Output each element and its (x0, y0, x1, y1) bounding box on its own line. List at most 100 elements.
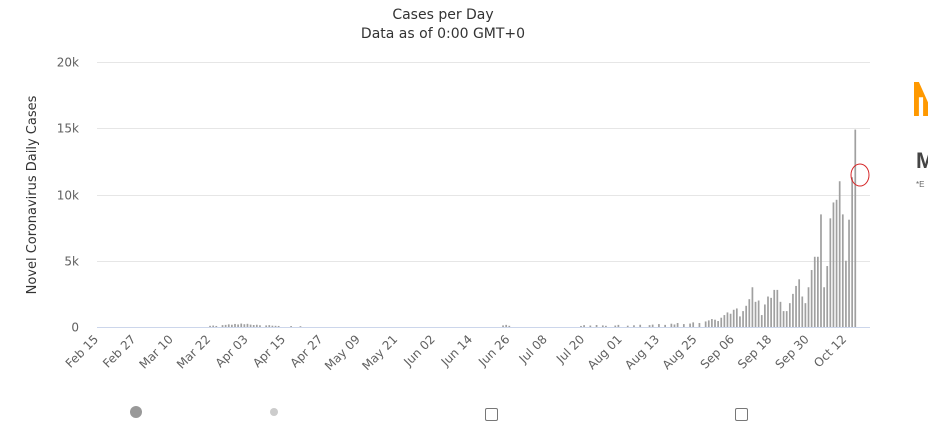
bar[interactable] (605, 325, 607, 327)
bar[interactable] (614, 325, 617, 327)
bar[interactable] (707, 320, 710, 328)
bar[interactable] (801, 296, 804, 327)
bar[interactable] (810, 270, 813, 327)
bar[interactable] (651, 324, 654, 327)
bar[interactable] (788, 303, 791, 327)
bar[interactable] (776, 289, 779, 327)
bar[interactable] (255, 324, 258, 327)
bar[interactable] (826, 266, 829, 327)
bar[interactable] (505, 324, 508, 327)
bar[interactable] (832, 202, 835, 327)
bar[interactable] (601, 325, 604, 327)
bar[interactable] (502, 325, 504, 327)
bar[interactable] (265, 325, 268, 327)
bar[interactable] (779, 301, 782, 327)
bar[interactable] (589, 325, 592, 327)
bar[interactable] (732, 309, 735, 327)
bar[interactable] (704, 321, 707, 327)
bar[interactable] (792, 293, 794, 328)
bar[interactable] (246, 323, 249, 327)
bar[interactable] (851, 177, 854, 327)
bar[interactable] (838, 181, 841, 327)
bar[interactable] (782, 311, 785, 327)
bar[interactable] (689, 323, 691, 327)
bar[interactable] (711, 319, 713, 327)
bar[interactable] (742, 311, 744, 327)
bar[interactable] (237, 324, 239, 327)
bar[interactable] (698, 323, 701, 327)
bar[interactable] (209, 325, 211, 327)
bar[interactable] (639, 324, 642, 327)
bar[interactable] (773, 289, 776, 327)
bar[interactable] (829, 218, 832, 327)
bar[interactable] (751, 287, 754, 327)
bar[interactable] (745, 305, 748, 327)
bar[interactable] (299, 326, 302, 327)
bar[interactable] (841, 214, 844, 328)
bar[interactable] (259, 325, 261, 327)
bar[interactable] (626, 325, 629, 327)
bar[interactable] (767, 296, 769, 327)
bar[interactable] (692, 322, 695, 327)
bar[interactable] (240, 323, 243, 327)
bar[interactable] (633, 325, 635, 327)
bar[interactable] (798, 279, 801, 327)
bar[interactable] (221, 325, 224, 327)
bar[interactable] (804, 303, 807, 327)
bar[interactable] (717, 321, 719, 327)
bar[interactable] (754, 301, 757, 327)
bar[interactable] (854, 129, 857, 327)
bar[interactable] (714, 319, 716, 327)
bar[interactable] (224, 324, 227, 327)
bar[interactable] (764, 304, 766, 327)
bar[interactable] (813, 256, 816, 327)
bar[interactable] (720, 317, 723, 327)
bar-series[interactable] (209, 129, 857, 328)
bar[interactable] (785, 311, 788, 327)
legend-dot-daily-cases[interactable] (130, 406, 142, 418)
bar[interactable] (271, 325, 274, 327)
bar[interactable] (795, 285, 797, 327)
bar[interactable] (729, 313, 732, 327)
bar[interactable] (848, 219, 850, 327)
bar[interactable] (676, 323, 679, 327)
bar[interactable] (268, 325, 271, 327)
bar[interactable] (757, 300, 760, 328)
bar[interactable] (748, 299, 751, 327)
bar[interactable] (215, 325, 218, 327)
legend-dot-moving-average[interactable] (270, 408, 278, 416)
bar[interactable] (583, 325, 585, 327)
bar[interactable] (231, 324, 233, 327)
bar[interactable] (845, 260, 847, 327)
bar[interactable] (735, 308, 738, 327)
bar[interactable] (227, 324, 230, 327)
bar[interactable] (658, 324, 660, 327)
bar[interactable] (770, 297, 772, 327)
bar[interactable] (648, 325, 651, 327)
bar[interactable] (274, 325, 277, 327)
bar[interactable] (726, 312, 729, 327)
bar[interactable] (682, 324, 685, 327)
bar[interactable] (760, 315, 763, 327)
bar[interactable] (820, 214, 822, 328)
bar[interactable] (252, 325, 255, 327)
bar[interactable] (670, 323, 673, 327)
bar[interactable] (807, 287, 810, 327)
bar[interactable] (817, 256, 819, 327)
bar[interactable] (835, 199, 838, 327)
bar[interactable] (277, 325, 280, 327)
bar[interactable] (508, 325, 511, 327)
bar[interactable] (664, 324, 666, 327)
bar[interactable] (249, 324, 252, 327)
bar[interactable] (617, 324, 620, 327)
bar[interactable] (739, 316, 741, 327)
bar[interactable] (673, 324, 676, 327)
bar[interactable] (212, 325, 215, 327)
bar[interactable] (243, 324, 246, 327)
bar[interactable] (290, 326, 292, 327)
bar[interactable] (823, 287, 825, 327)
bar[interactable] (595, 325, 598, 327)
bar[interactable] (723, 315, 726, 327)
bar[interactable] (234, 323, 236, 327)
bar[interactable] (580, 325, 582, 327)
